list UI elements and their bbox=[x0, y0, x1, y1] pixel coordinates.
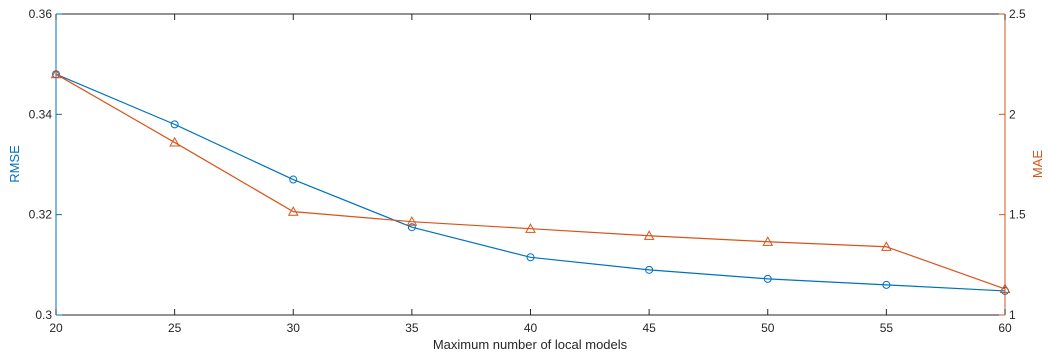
mae-point bbox=[287, 206, 299, 216]
right-y-axis-ticks: 1 1.5 2 2.5 bbox=[999, 7, 1026, 322]
rmse-point bbox=[645, 265, 654, 274]
x-tick-label: 45 bbox=[642, 321, 656, 335]
right-y-tick-label: 2.5 bbox=[1009, 7, 1026, 21]
right-y-tick-label: 1 bbox=[1009, 308, 1016, 322]
x-tick-label: 25 bbox=[168, 321, 182, 335]
right-y-tick-label: 1.5 bbox=[1009, 208, 1026, 222]
right-y-axis-title: MAE bbox=[1030, 150, 1045, 179]
left-y-tick-label: 0.36 bbox=[29, 7, 53, 21]
mae-line bbox=[55, 73, 1006, 290]
series-layer bbox=[50, 68, 1011, 295]
x-tick-label: 35 bbox=[405, 321, 419, 335]
mae-point bbox=[762, 236, 774, 246]
x-tick-label: 30 bbox=[287, 321, 301, 335]
left-y-tick-label: 0.34 bbox=[29, 107, 53, 121]
rmse-line bbox=[55, 73, 1006, 292]
x-tick-label: 60 bbox=[998, 321, 1012, 335]
rmse-point bbox=[763, 274, 772, 283]
rmse-point bbox=[407, 223, 416, 232]
left-y-tick-label: 0.3 bbox=[35, 308, 52, 322]
mae-point bbox=[999, 283, 1011, 294]
x-tick-label: 55 bbox=[880, 321, 894, 335]
left-y-axis-title: RMSE bbox=[7, 145, 22, 183]
mae-point bbox=[525, 223, 536, 233]
mae-point bbox=[406, 216, 418, 226]
x-tick-label: 50 bbox=[761, 321, 775, 335]
x-tick-label: 20 bbox=[49, 321, 63, 335]
rmse-point bbox=[289, 175, 298, 184]
x-axis-ticks: 20 25 30 35 40 45 50 55 60 bbox=[49, 14, 1012, 335]
mae-point bbox=[50, 68, 62, 79]
x-axis-title: Maximum number of local models bbox=[433, 337, 628, 352]
x-tick-label: 40 bbox=[524, 321, 538, 335]
rmse-point bbox=[170, 120, 179, 129]
left-y-axis-ticks: 0.3 0.32 0.34 0.36 bbox=[29, 7, 62, 322]
mae-point bbox=[881, 241, 892, 251]
mae-point bbox=[643, 230, 655, 240]
rmse-point bbox=[882, 280, 891, 289]
plot-area bbox=[56, 14, 1005, 315]
left-y-tick-label: 0.32 bbox=[29, 208, 53, 222]
mae-point bbox=[169, 136, 180, 147]
right-y-tick-label: 2 bbox=[1009, 107, 1016, 121]
rmse-point bbox=[526, 253, 535, 262]
